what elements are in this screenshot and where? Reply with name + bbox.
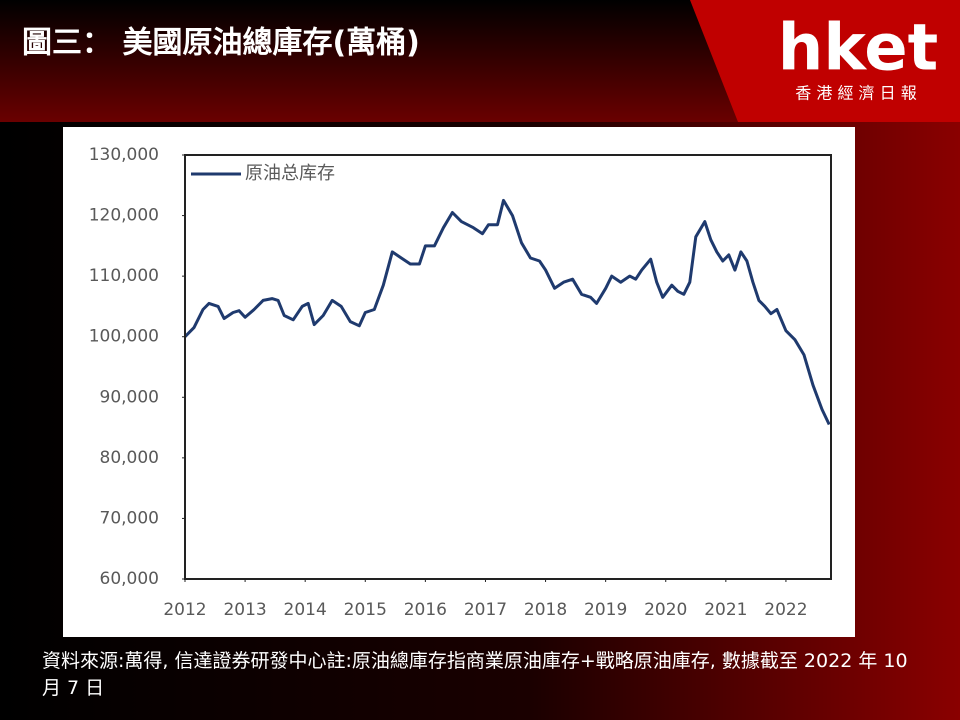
logo-panel — [690, 0, 960, 122]
y-tick-label: 110,000 — [89, 266, 159, 286]
x-tick-label: 2015 — [344, 600, 387, 620]
y-tick-label: 90,000 — [100, 387, 159, 407]
x-tick-label: 2020 — [644, 600, 687, 620]
chart-panel — [63, 127, 855, 637]
y-tick-label: 120,000 — [89, 206, 159, 226]
logo-subtitle: 香 港 經 濟 日 報 — [795, 84, 916, 103]
y-tick-label: 130,000 — [89, 145, 159, 165]
plot-frame — [184, 154, 832, 580]
x-tick-label: 2012 — [163, 600, 206, 620]
x-tick-label: 2013 — [223, 600, 266, 620]
x-tick-label: 2018 — [524, 600, 567, 620]
y-tick-label: 70,000 — [100, 508, 159, 528]
legend-label: 原油总库存 — [245, 163, 335, 184]
y-tick-label: 60,000 — [100, 569, 159, 589]
y-tick-label: 80,000 — [100, 448, 159, 468]
y-tick-label: 100,000 — [89, 327, 159, 347]
x-tick-label: 2014 — [284, 600, 327, 620]
x-tick-label: 2021 — [704, 600, 747, 620]
plot: 60,000 70,000 80,000 90,000 100,000 110,000 12… — [89, 145, 831, 620]
x-tick-label: 2022 — [764, 600, 807, 620]
logo: hket — [778, 12, 938, 86]
x-tick-label: 2019 — [584, 600, 627, 620]
footer-note: 資料來源:萬得, 信達證券研發中心註:原油總庫存指商業原油庫存+戰略原油庫存, … — [42, 650, 908, 699]
data-line — [183, 198, 831, 426]
title: 圖三： 美國原油總庫存(萬桶) — [22, 26, 420, 61]
x-tick-label: 2017 — [464, 600, 507, 620]
x-tick-label: 2016 — [404, 600, 447, 620]
